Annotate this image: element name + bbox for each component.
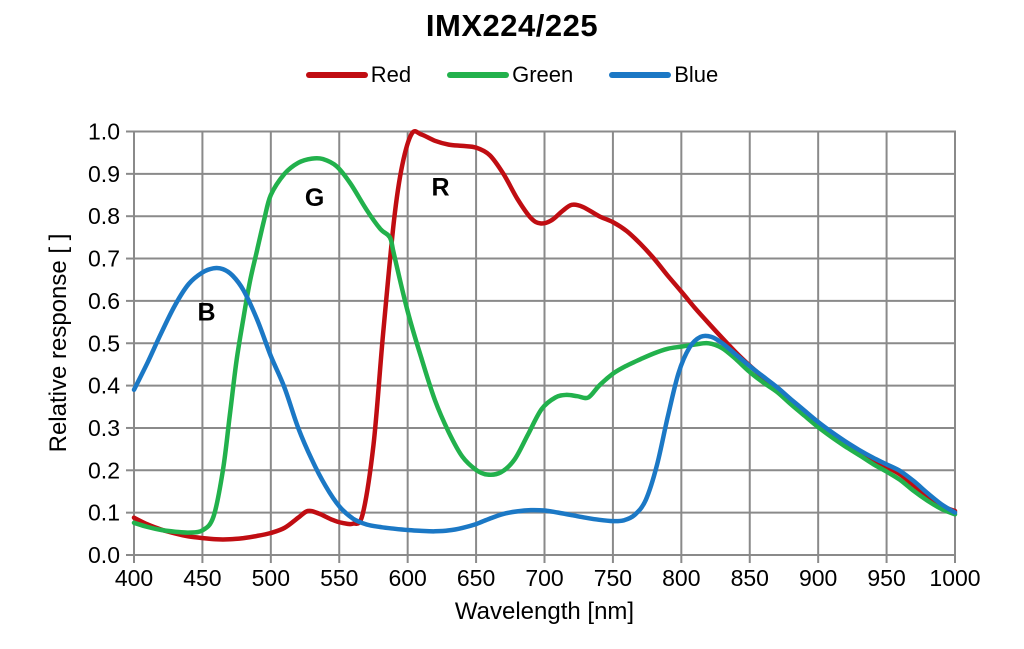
- curve-annotation-g: G: [305, 184, 324, 212]
- series-curve-green: [131, 155, 958, 535]
- x-tick-label: 750: [594, 565, 632, 591]
- y-tick-label: 0.1: [88, 500, 120, 526]
- legend-line-blue-icon: [609, 72, 672, 78]
- y-tick-label: 0.9: [88, 161, 120, 187]
- y-tick-label: 0.7: [88, 246, 120, 272]
- x-tick-label: 850: [731, 565, 769, 591]
- legend-item-red: Red: [305, 62, 412, 87]
- curve-annotation-b: B: [197, 298, 215, 326]
- legend-label-green: Green: [512, 62, 574, 87]
- series-curve-blue: [131, 265, 958, 534]
- legend-line-green-icon: [447, 72, 510, 78]
- y-tick-label: 0.8: [88, 203, 120, 229]
- x-tick-label: 950: [867, 565, 905, 591]
- chart-title: IMX224/225: [425, 8, 599, 43]
- y-tick-label: 0.4: [88, 373, 120, 399]
- y-tick-label: 0.2: [88, 457, 120, 483]
- x-tick-label: 600: [388, 565, 426, 591]
- y-axis-title: Relative response [ ]: [45, 233, 72, 453]
- x-tick-label: 450: [183, 565, 221, 591]
- plot-border: [133, 130, 956, 556]
- y-tick-label: 1.0: [88, 119, 120, 145]
- x-tick-label: 550: [320, 565, 358, 591]
- legend-line-red-icon: [305, 72, 368, 78]
- legend-item-green: Green: [447, 63, 573, 87]
- x-tick-label: 1000: [929, 565, 980, 591]
- x-tick-label: 900: [799, 565, 837, 591]
- y-tick-label: 0.0: [88, 542, 120, 568]
- y-tick-label: 0.3: [88, 415, 120, 441]
- legend-item-blue: Blue: [609, 63, 718, 87]
- x-tick-label: 400: [115, 565, 153, 591]
- y-tick-label: 0.5: [88, 330, 120, 356]
- x-tick-label: 650: [457, 565, 495, 591]
- x-tick-label: 700: [525, 565, 563, 591]
- y-tick-label: 0.6: [88, 288, 120, 314]
- x-tick-label: 800: [662, 565, 700, 591]
- legend-label-blue: Blue: [674, 62, 719, 87]
- curve-annotation-r: R: [431, 174, 449, 202]
- chart-legend: Red Green Blue: [0, 63, 1024, 87]
- legend-label-red: Red: [370, 62, 412, 87]
- x-tick-label: 500: [252, 565, 290, 591]
- x-axis-title: Wavelength [nm]: [454, 598, 635, 625]
